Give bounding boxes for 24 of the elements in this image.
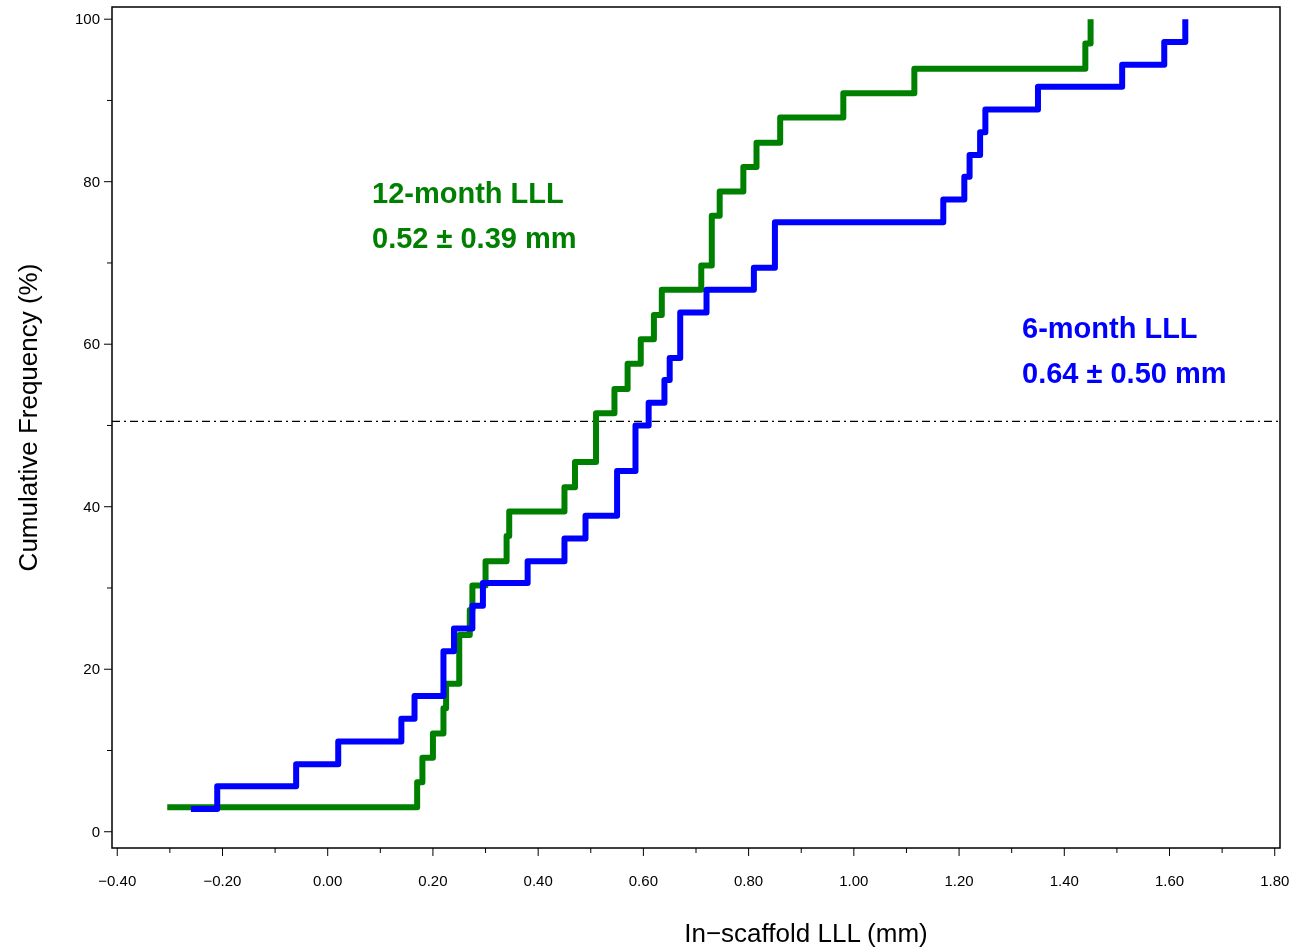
y-tick-label: 60 xyxy=(83,335,100,353)
y-axis-title: Cumulative Frequency (%) xyxy=(13,263,43,572)
x-tick-label: 1.20 xyxy=(944,872,974,889)
y-tick-label: 20 xyxy=(83,660,100,678)
annotation: 0.64 ± 0.50 mm xyxy=(1022,357,1227,389)
x-tick-label: 0.60 xyxy=(628,872,658,889)
x-tick-label: −0.20 xyxy=(203,872,242,889)
x-tick-label: 1.60 xyxy=(1154,872,1185,889)
x-tick-label: 1.40 xyxy=(1049,872,1079,889)
y-tick-label: 100 xyxy=(74,10,100,28)
text: 6-month LLL xyxy=(1022,312,1198,344)
y-tick-label: 40 xyxy=(83,497,100,515)
annotation: 0.52 ± 0.39 mm xyxy=(372,222,577,254)
x-tick-label: 1.80 xyxy=(1260,872,1290,889)
x-tick-label: 1.00 xyxy=(839,872,869,889)
y-tick-label: 80 xyxy=(83,172,100,190)
x-tick-label: 0.00 xyxy=(313,872,343,889)
x-tick-label: 0.80 xyxy=(734,872,764,889)
x-tick-label: 0.40 xyxy=(523,872,553,889)
text: 12-month LLL xyxy=(372,177,564,209)
x-tick-label: −0.40 xyxy=(98,872,137,889)
y-tick-label: 0 xyxy=(91,822,100,840)
x-tick-label: 0.20 xyxy=(418,872,448,889)
x-axis-title: In−scaffold LLL (mm) xyxy=(684,918,928,948)
